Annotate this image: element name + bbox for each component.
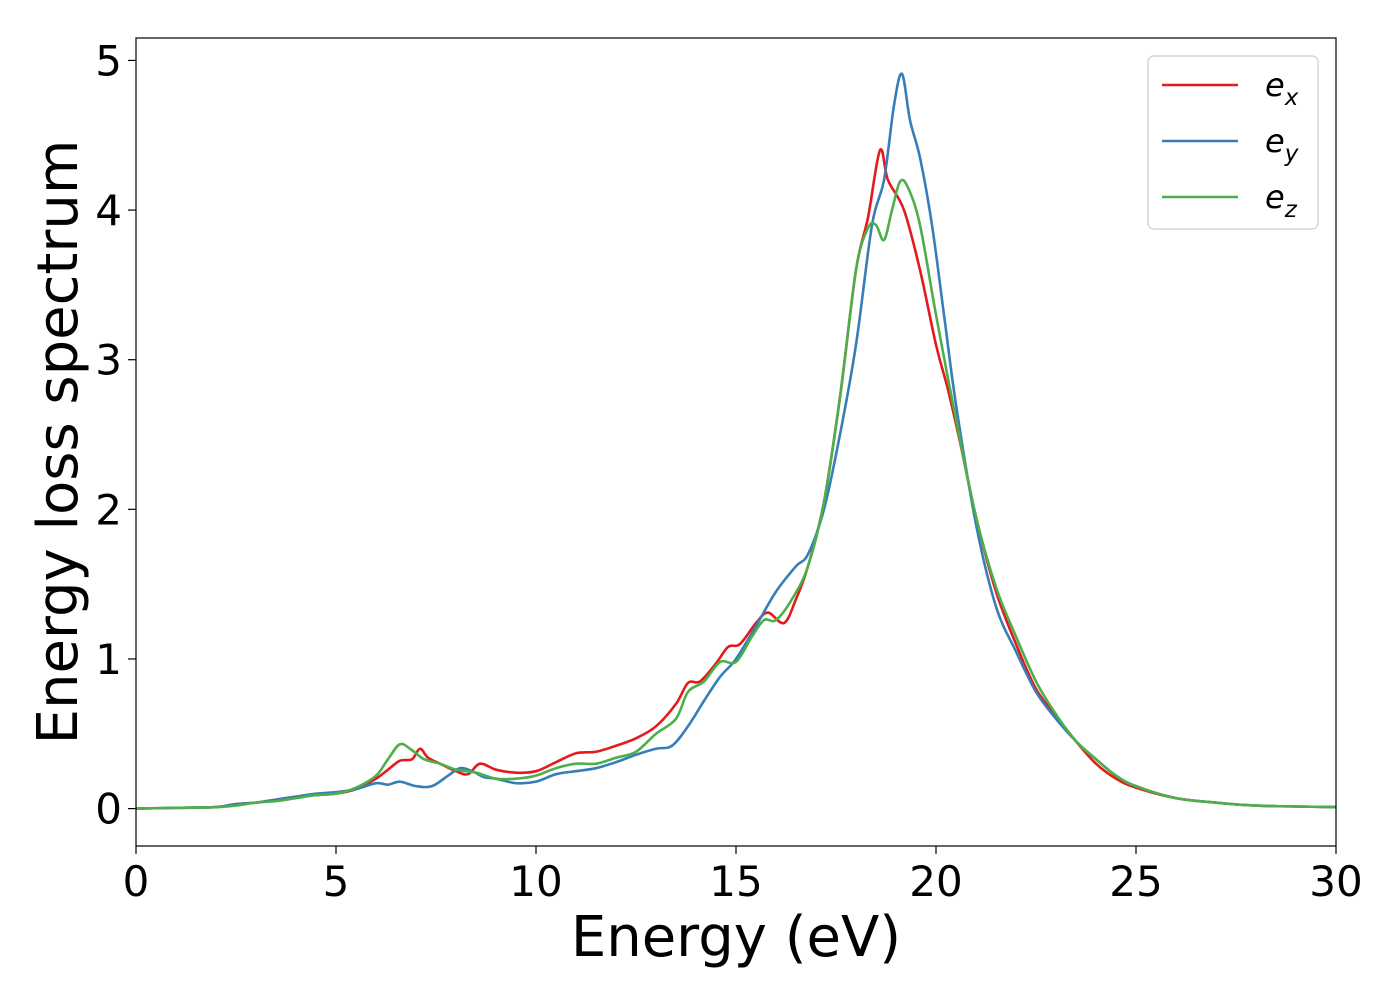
series-layer	[136, 72, 1336, 810]
series-line-z	[136, 178, 1336, 810]
plot-area	[136, 38, 1336, 846]
y-tick-label: 2	[95, 485, 122, 534]
y-tick-label: 4	[95, 186, 122, 235]
x-tick-label: 20	[909, 857, 962, 906]
y-tick-label: 5	[95, 36, 122, 85]
legend-box	[1147, 55, 1319, 230]
x-tick-label: 5	[323, 857, 350, 906]
y-axis: 0 1 2 3 4 5	[95, 36, 136, 834]
y-tick-label: 3	[95, 336, 122, 385]
x-tick-label: 10	[509, 857, 562, 906]
y-axis-title: Energy loss spectrum	[26, 140, 91, 745]
x-tick-label: 0	[123, 857, 150, 906]
x-axis: 0 5 10 15 20 25 30	[123, 846, 1363, 906]
y-tick-label: 1	[95, 635, 122, 684]
series-line-y	[136, 72, 1336, 810]
series-line-x	[136, 148, 1336, 810]
y-tick-label: 0	[95, 785, 122, 834]
x-axis-title: Energy (eV)	[571, 905, 901, 970]
x-tick-label: 30	[1309, 857, 1362, 906]
x-tick-label: 25	[1109, 857, 1162, 906]
x-tick-label: 15	[709, 857, 762, 906]
